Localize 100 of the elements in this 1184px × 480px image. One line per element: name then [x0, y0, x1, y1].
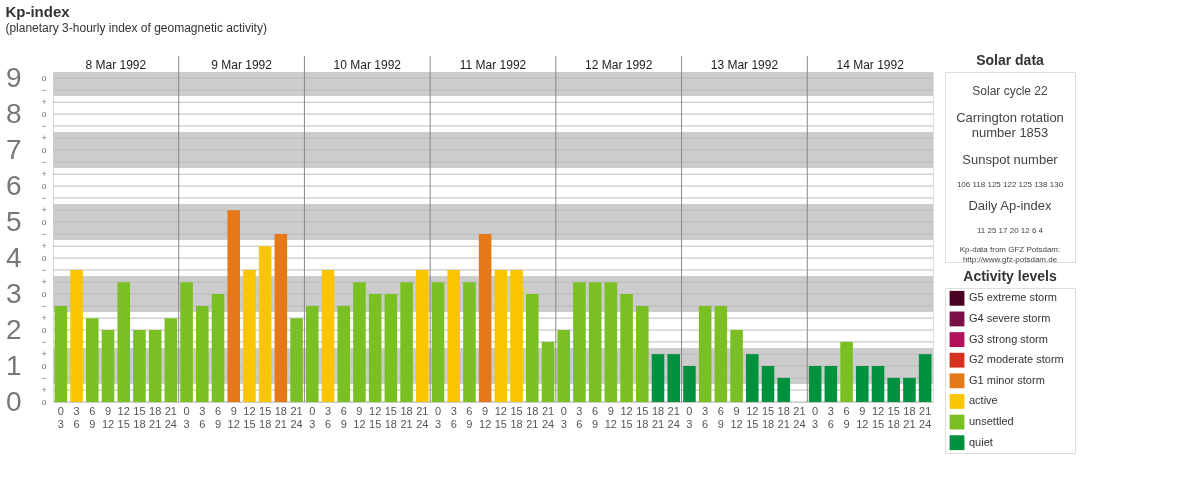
x-tick-label: 6 9: [89, 405, 96, 430]
bar: [148, 330, 162, 402]
text: o: [41, 145, 47, 156]
bar: [86, 318, 99, 402]
x-tick-label: 15 18: [636, 405, 649, 430]
x-tick-label: 21 24: [541, 405, 555, 430]
x-tick-label: 9 12: [101, 405, 115, 430]
legend-label: active: [969, 394, 998, 407]
bar: [918, 354, 932, 402]
x-tick-label: 9 12: [730, 405, 743, 430]
x-tick-label: 3 6: [827, 405, 834, 430]
bar: [636, 305, 649, 402]
bar: [478, 233, 492, 402]
bar: [180, 282, 193, 402]
y-tick-label: 9: [5, 61, 22, 93]
text: +: [41, 97, 47, 108]
bar: [274, 233, 288, 402]
legend-label: quiet: [969, 435, 993, 448]
bar: [211, 294, 225, 402]
x-tick-label: 6 9: [843, 405, 850, 430]
text: o: [41, 361, 47, 372]
bar: [447, 269, 460, 402]
bar: [196, 305, 209, 402]
x-tick-label: 9 12: [856, 405, 869, 430]
text: o: [41, 253, 47, 264]
bar: [903, 377, 916, 402]
bar: [306, 305, 319, 402]
bar: [353, 282, 366, 402]
chart-title: Kp-index: [5, 2, 71, 20]
legend-label: G2 moderate storm: [969, 353, 1064, 366]
bar: [431, 282, 445, 402]
text: +: [41, 349, 47, 360]
x-tick-label: 12 15: [369, 405, 382, 430]
bar: [573, 282, 586, 402]
text: +: [41, 169, 47, 180]
y-tick-label: 5: [5, 205, 22, 237]
x-tick-label: 18 21: [149, 405, 162, 430]
text: +: [41, 313, 47, 324]
annotation: 14 Mar 1992: [836, 58, 905, 72]
x-tick-label: 6 9: [592, 405, 599, 430]
x-tick-label: 15 18: [259, 405, 272, 430]
x-tick-label: 9 12: [479, 405, 492, 430]
y-tick-label: 6: [5, 169, 22, 201]
text: Solar data: [976, 52, 1045, 68]
x-tick-label: 6 9: [214, 405, 222, 430]
bar: [777, 377, 790, 402]
bar: [730, 330, 743, 402]
text: o: [41, 397, 47, 407]
legend-title: Activity levels: [963, 268, 1057, 284]
text: o: [41, 73, 47, 84]
x-tick-label: 12 15: [117, 405, 130, 430]
annotation: 12 Mar 1992: [585, 58, 653, 72]
bar: [117, 282, 130, 402]
text: o: [41, 289, 47, 300]
bar: [840, 341, 853, 402]
bar: [494, 269, 508, 402]
text: 106 118 125 122 125 138 130: [956, 179, 1064, 189]
text: −: [41, 84, 47, 95]
legend-label: unsettled: [969, 415, 1014, 428]
x-tick-label: 0 3: [812, 405, 819, 430]
x-tick-label: 3 6: [324, 405, 332, 430]
text: −: [41, 372, 47, 383]
bar: [604, 282, 618, 402]
text: −: [41, 120, 47, 131]
annotation: 10 Mar 1992: [333, 58, 402, 72]
bar: [243, 269, 256, 402]
bar: [416, 269, 429, 402]
bar: [761, 366, 775, 402]
x-tick-label: 9 12: [353, 405, 366, 430]
y-tick-label: 8: [5, 97, 22, 129]
bar: [463, 282, 476, 402]
x-tick-label: 18 21: [651, 405, 665, 430]
x-tick-label: 9 12: [227, 405, 240, 430]
bar: [368, 294, 382, 402]
bar: [746, 354, 759, 402]
x-tick-label: 12 15: [871, 405, 885, 430]
bar: [54, 305, 68, 402]
bar: [856, 366, 869, 402]
y-tick-label: 2: [5, 313, 22, 345]
x-tick-label: 21 24: [919, 405, 932, 430]
text: +: [41, 133, 47, 144]
bar: [101, 330, 115, 402]
annotation: 8 Mar 1992: [85, 58, 147, 72]
x-tick-label: 12 15: [746, 405, 759, 430]
text: −: [41, 228, 47, 239]
x-tick-label: 3 6: [702, 405, 709, 430]
bar: [557, 330, 570, 402]
x-tick-label: 3 6: [73, 405, 80, 430]
x-tick-label: 18 21: [903, 405, 916, 430]
y-tick-label: 4: [5, 241, 22, 273]
x-tick-label: 15 18: [384, 405, 397, 430]
x-tick-label: 0 3: [183, 405, 190, 430]
text: +: [41, 385, 47, 396]
bar: [337, 305, 350, 402]
bar: [510, 269, 523, 402]
text: Sunspot number: [962, 151, 1059, 167]
x-tick-label: 18 21: [274, 405, 287, 430]
text: Carrington rotation number 1853: [956, 109, 1064, 140]
bar: [290, 318, 303, 402]
bar: [808, 366, 822, 402]
